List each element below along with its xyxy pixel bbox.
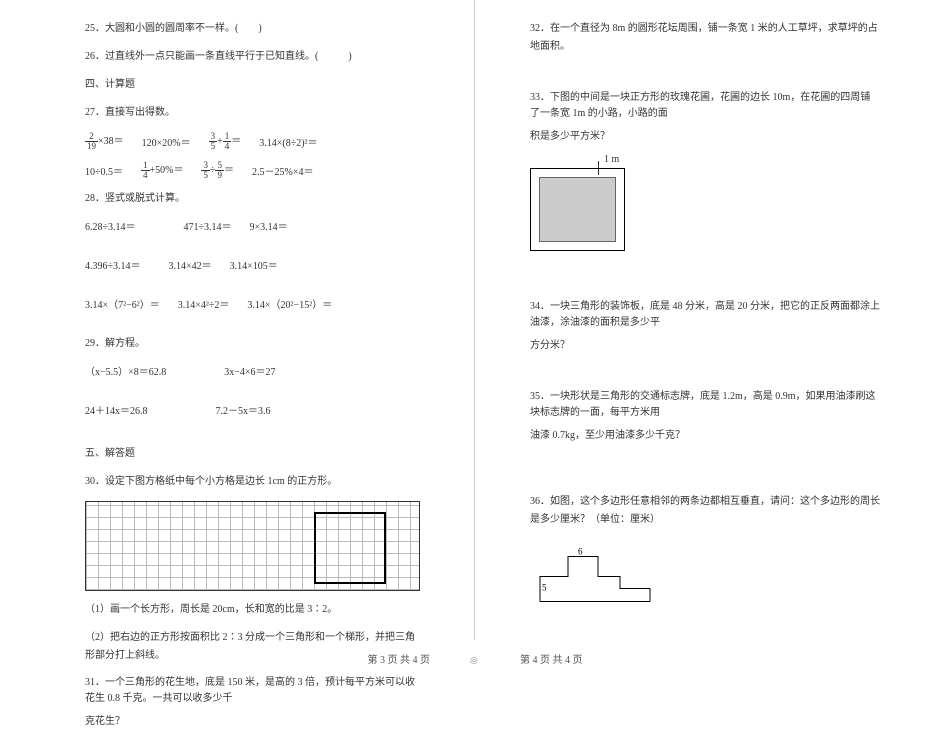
q27: 27．直接写出得数。: [85, 104, 424, 122]
r7a: 24＋14x＝26.8: [85, 402, 148, 417]
r2b-rest: +50%＝: [150, 165, 184, 176]
r2c: 35÷59＝: [201, 161, 234, 180]
right-column: 32．在一个直径为 8m 的圆形花坛周围，铺一条宽 1 米的人工草坪，求草坪的占…: [475, 0, 950, 640]
section-4-title: 四、计算题: [85, 76, 424, 94]
r2a: 10÷0.5＝: [85, 163, 123, 178]
section-5-title: 五、解答题: [85, 445, 424, 463]
q32: 32．在一个直径为 8m 的圆形花坛周围，铺一条宽 1 米的人工草坪，求草坪的占…: [530, 20, 880, 56]
r2b: 14+50%＝: [141, 161, 183, 180]
footer-mid-icon: ◎: [470, 655, 478, 666]
frac-icon: 35: [201, 161, 210, 180]
q34b: 方分米？: [530, 337, 880, 355]
r4b: 3.14×42＝: [169, 257, 212, 272]
r1c-rest: ＝: [231, 136, 241, 147]
polygon-figure: 5 6: [530, 539, 665, 619]
r2d: 2.5－25%×4＝: [252, 163, 313, 178]
q28: 28．竖式或脱式计算。: [85, 190, 424, 208]
q30: 30．设定下图方格纸中每个小方格是边长 1cm 的正方形。: [85, 473, 424, 491]
q35a: 35．一块形状是三角形的交通标志牌，底是 1.2m，高是 0.9m，如果用油漆刷…: [530, 389, 880, 421]
frac-icon: 14: [141, 161, 150, 180]
r7b: 7.2－5x＝3.6: [216, 402, 271, 417]
polygon-label-1: 5: [542, 583, 547, 593]
r4a: 4.396÷3.14＝: [85, 257, 141, 272]
flower-outer-square: [530, 168, 625, 251]
calc-row-1: 219×38＝ 120×20%＝ 35+14＝ 3.14×(8÷2)²＝: [85, 132, 424, 151]
spacer: [530, 455, 880, 479]
spacer: [85, 388, 424, 402]
spacer: [530, 66, 880, 90]
left-column: 25．大圆和小圆的圆周率不一样。( ) 26．过直线外一点只能画一条直线平行于已…: [0, 0, 475, 640]
page-container: 25．大圆和小圆的圆周率不一样。( ) 26．过直线外一点只能画一条直线平行于已…: [0, 0, 950, 640]
q30-1: （1）画一个长方形，周长是 20cm，长和宽的比是 3∶2。: [85, 601, 424, 619]
spacer: [85, 321, 424, 335]
r4c: 3.14×105＝: [230, 257, 278, 272]
r5b: 3.14×4²÷2＝: [178, 296, 230, 311]
eq-row-6: （x−5.5）×8＝62.8 3x−4×6＝27: [85, 363, 424, 378]
q29: 29．解方程。: [85, 335, 424, 353]
flower-inner-square: [539, 177, 616, 242]
calc-row-5: 3.14×（7²−6²）＝ 3.14×4²÷2＝ 3.14×（20²−15²）＝: [85, 296, 424, 311]
r6b: 3x−4×6＝27: [224, 363, 275, 378]
r1d: 3.14×(8÷2)²＝: [259, 134, 317, 149]
q34a: 34．一块三角形的装饰板，底是 48 分米，高是 20 分米，把它的正反两面都涂…: [530, 299, 880, 331]
q31b: 克花生？: [85, 713, 424, 731]
polygon-label-2: 6: [578, 547, 583, 557]
flower-bed-figure: 1 m: [530, 156, 628, 251]
q31: 31．一个三角形的花生地，底是 150 米，是高的 3 倍，预计每平方米可以收花…: [85, 675, 424, 707]
grid-paper-figure: [85, 501, 420, 591]
spacer: [85, 427, 424, 441]
r1a: 219×38＝: [85, 132, 124, 151]
q33a: 33．下图的中间是一块正方形的玫瑰花圃，花圃的边长 10m，在花圃的四周铺了一条…: [530, 90, 880, 122]
polygon-outline: [540, 557, 650, 602]
spacer: [530, 479, 880, 493]
frac-icon: 219: [85, 132, 98, 151]
frac-icon: 14: [223, 132, 232, 151]
r3c: 9×3.14＝: [250, 218, 288, 233]
calc-row-4: 4.396÷3.14＝ 3.14×42＝ 3.14×105＝: [85, 257, 424, 272]
calc-row-2: 10÷0.5＝ 14+50%＝ 35÷59＝ 2.5－25%×4＝: [85, 161, 424, 180]
footer-left: 第 3 页 共 4 页: [368, 651, 431, 666]
spacer: [85, 243, 424, 257]
q35b: 油漆 0.7kg，至少用油漆多少千克？: [530, 427, 880, 445]
r3b: 471÷3.14＝: [184, 218, 232, 233]
q33b: 积是多少平方米？: [530, 128, 880, 146]
spacer: [85, 282, 424, 296]
q25: 25．大圆和小圆的圆周率不一样。( ): [85, 20, 424, 38]
spacer: [530, 275, 880, 299]
r6a: （x−5.5）×8＝62.8: [85, 363, 166, 378]
r3a: 6.28÷3.14＝: [85, 218, 136, 233]
r1b: 120×20%＝: [142, 134, 191, 149]
q36: 36．如图，这个多边形任意相邻的两条边都相互垂直，请问：这个多边形的周长是多少厘…: [530, 493, 880, 529]
frac-icon: 59: [215, 161, 224, 180]
spacer: [530, 365, 880, 389]
polygon-svg: 5 6: [530, 539, 665, 619]
q26: 26．过直线外一点只能画一条直线平行于已知直线。( ): [85, 48, 424, 66]
r1a-rest: ×38＝: [98, 136, 124, 147]
r5c: 3.14×（20²−15²）＝: [247, 296, 332, 311]
r5a: 3.14×（7²−6²）＝: [85, 296, 160, 311]
r2c-rest: ＝: [224, 165, 234, 176]
r1c: 35+14＝: [209, 132, 242, 151]
flower-width-label: 1 m: [604, 154, 619, 165]
eq-row-7: 24＋14x＝26.8 7.2－5x＝3.6: [85, 402, 424, 417]
footer-right: 第 4 页 共 4 页: [520, 651, 583, 666]
grid-square: [314, 512, 386, 584]
calc-row-3: 6.28÷3.14＝ 471÷3.14＝ 9×3.14＝: [85, 218, 424, 233]
frac-icon: 35: [209, 132, 218, 151]
